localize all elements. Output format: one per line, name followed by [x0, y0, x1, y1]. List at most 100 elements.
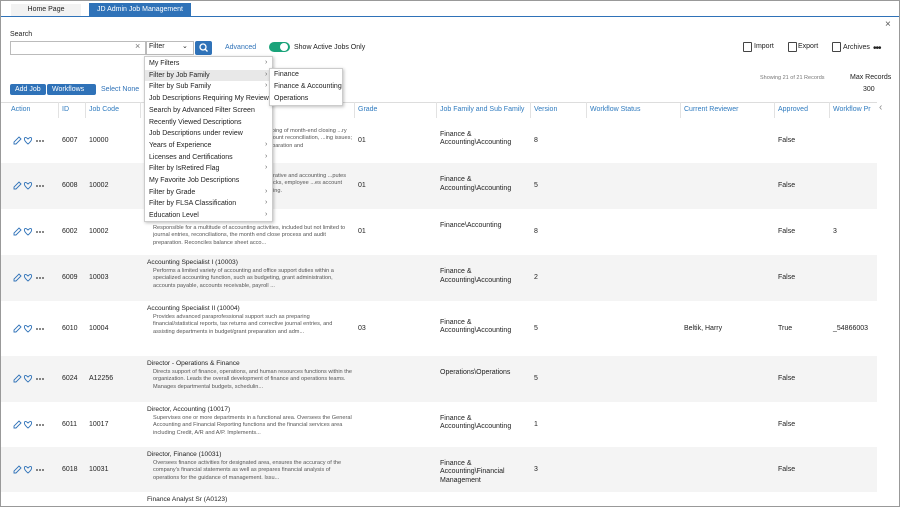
column-header[interactable]: Version — [534, 106, 558, 113]
row-actions[interactable] — [13, 181, 45, 193]
record-count: Showing 21 of 21 Records — [760, 75, 825, 81]
column-header[interactable]: Approved — [778, 106, 808, 113]
job-title[interactable]: Accounting Specialist I (10003) — [147, 259, 238, 266]
cell-id: 6011 — [62, 420, 78, 428]
menu-item-label: Recently Viewed Descriptions — [149, 118, 242, 126]
menu-item-label: Years of Experience — [149, 141, 212, 149]
menu-item[interactable]: My Favorite Job Descriptions — [145, 175, 272, 186]
filter-select[interactable] — [146, 41, 194, 55]
menu-item[interactable]: My Filters › — [145, 58, 272, 69]
action-icons[interactable] — [13, 374, 45, 384]
search-button[interactable] — [195, 41, 212, 55]
import[interactable]: Import — [754, 43, 774, 50]
job-title[interactable]: Director, Accounting (10017) — [147, 406, 231, 413]
search-input[interactable] — [10, 41, 146, 55]
menu-item[interactable]: Job Descriptions Requiring My Review — [145, 93, 272, 104]
job-title[interactable]: Director, Finance (10031) — [147, 451, 222, 458]
workflows[interactable]: Workflows — [47, 84, 97, 95]
menu-item[interactable]: Filter by IsRetired Flag › — [145, 163, 272, 174]
tab[interactable]: Home Page — [11, 4, 81, 16]
select-none[interactable]: Select None — [101, 86, 140, 93]
row-actions[interactable] — [13, 135, 45, 148]
column-header[interactable]: Job Family and Sub Family — [440, 106, 525, 113]
submenu-item[interactable]: Finance — [274, 71, 299, 78]
max-records-label: Max Records — [850, 74, 892, 81]
menu-item[interactable]: Licenses and Certifications › — [145, 152, 272, 163]
add-job[interactable]: Add Job — [10, 84, 46, 95]
search-label: Search — [10, 31, 33, 38]
job-title[interactable]: Accounting Specialist II (10004) — [147, 305, 240, 312]
close[interactable]: × — [885, 19, 891, 30]
toolbar-icon — [788, 42, 797, 52]
menu-item-label: Filter by FLSA Classification — [149, 200, 237, 208]
scroll-left[interactable]: ‹ — [879, 102, 883, 113]
job-description: Provides advanced paraprofessional suppo… — [153, 314, 333, 335]
column-header[interactable]: Workflow Pr — [833, 106, 871, 113]
column-header[interactable]: ID — [62, 106, 69, 113]
row-actions[interactable] — [13, 227, 45, 239]
job-title[interactable]: Director - Operations & Finance — [147, 360, 240, 367]
cell-workflow: _54866003 — [833, 324, 869, 332]
job-description: Supervises one or more departments in a … — [153, 415, 352, 436]
clear[interactable]: × — [135, 41, 141, 51]
cell-approved: False — [778, 375, 796, 382]
column-header[interactable]: Current Reviewer — [684, 106, 739, 113]
row — [1, 356, 877, 403]
row-actions[interactable] — [13, 273, 45, 285]
cell-version: 5 — [534, 375, 538, 382]
menu-item-label: Education Level — [149, 212, 199, 220]
cell-family: Finance\Accounting — [440, 222, 502, 229]
menu-item[interactable]: Filter by Sub Family › — [145, 81, 272, 92]
action-icons[interactable] — [13, 323, 45, 334]
cell-id: 6002 — [62, 228, 78, 235]
cell-grade: 01 — [358, 182, 366, 189]
submenu-item[interactable]: Finance & Accounting — [274, 83, 342, 90]
menu-item[interactable]: Filter by Grade › — [145, 187, 272, 198]
job-title[interactable]: Finance Analyst Sr (A0123) — [147, 496, 228, 503]
toggle[interactable] — [269, 42, 290, 52]
row — [1, 301, 877, 357]
cell-approved: False — [778, 136, 796, 144]
menu-item[interactable]: Education Level › — [145, 210, 272, 221]
cell-id: 6009 — [62, 274, 78, 281]
column-header[interactable]: Action — [11, 106, 31, 113]
menu-item-label: Job Descriptions under review — [149, 130, 243, 138]
action-icons[interactable] — [13, 464, 45, 475]
column-header[interactable]: Grade — [358, 106, 378, 113]
filter-text[interactable]: Filter — [149, 43, 165, 50]
row-actions[interactable] — [13, 419, 45, 432]
advanced-link[interactable]: Advanced — [225, 44, 257, 51]
column-header[interactable]: Job Code — [89, 106, 119, 113]
row-actions[interactable] — [13, 323, 45, 336]
cell-approved: False — [778, 228, 796, 235]
action-icons[interactable] — [13, 181, 45, 191]
tab-active[interactable]: JD Admin Job Management — [89, 3, 191, 16]
menu-item[interactable]: Filter by Job Family › — [145, 69, 272, 81]
cell-version: 8 — [534, 228, 538, 235]
menu-item-label: Filter by IsRetired Flag — [149, 165, 220, 173]
max-records-value[interactable]: 300 — [863, 86, 875, 93]
export[interactable]: Export — [798, 43, 819, 50]
more[interactable]: ••• — [873, 43, 881, 54]
action-icons[interactable] — [13, 419, 45, 430]
row — [1, 255, 877, 302]
cell-code: 10002 — [89, 182, 109, 189]
column-header[interactable]: Workflow Status — [590, 106, 641, 113]
archives[interactable]: Archives — [843, 44, 870, 51]
menu-item[interactable]: Years of Experience › — [145, 140, 272, 151]
menu-item[interactable]: Job Descriptions under review — [145, 128, 272, 139]
cell-family: Finance & Accounting\Accounting — [440, 414, 512, 431]
cell-grade: 01 — [358, 136, 366, 144]
toggle-knob — [280, 43, 288, 51]
action-icons[interactable] — [13, 273, 45, 283]
cell-id: 6010 — [62, 324, 78, 332]
action-icons[interactable] — [13, 227, 45, 237]
submenu-item[interactable]: Operations — [274, 95, 309, 102]
menu-item[interactable]: Search by Advanced Filter Screen — [145, 105, 272, 116]
menu-item[interactable]: Recently Viewed Descriptions — [145, 117, 272, 128]
cell-id: 6007 — [62, 136, 78, 144]
action-icons[interactable] — [13, 135, 45, 146]
row-actions[interactable] — [13, 464, 45, 477]
row-actions[interactable] — [13, 374, 45, 386]
menu-item[interactable]: Filter by FLSA Classification › — [145, 198, 272, 209]
